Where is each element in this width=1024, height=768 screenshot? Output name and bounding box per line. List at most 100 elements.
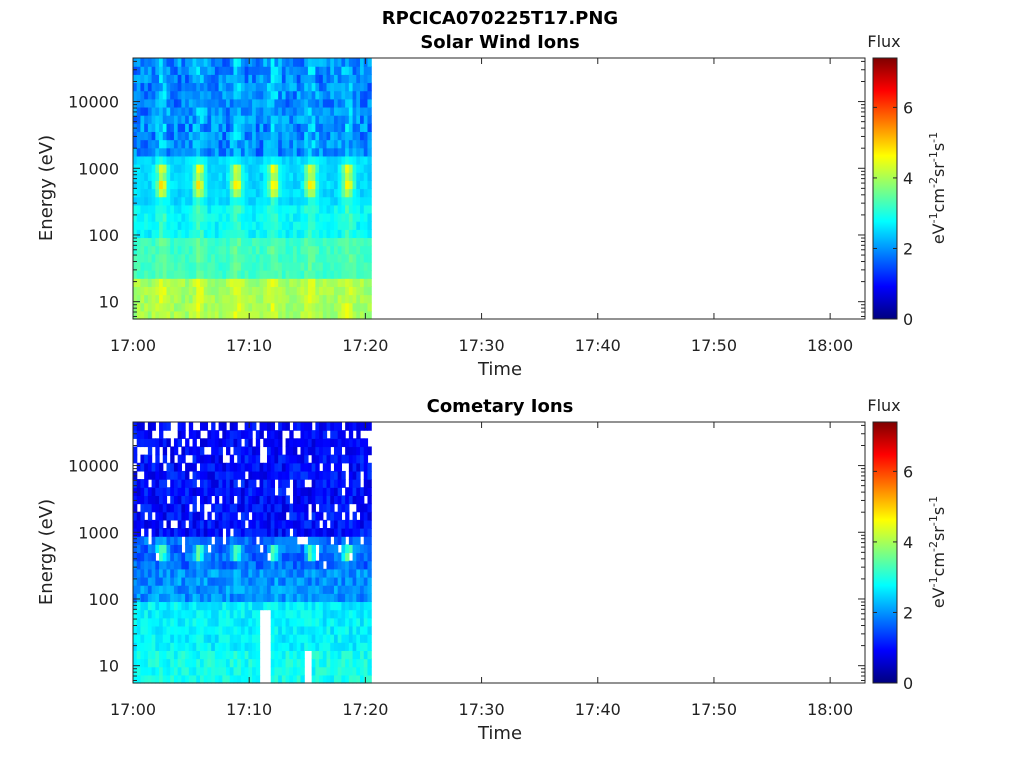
heatmap-cell — [356, 204, 361, 214]
heatmap-cell — [233, 147, 238, 157]
heatmap-cell — [304, 294, 309, 304]
heatmap-cell — [304, 576, 309, 586]
heatmap-cell — [266, 294, 272, 304]
heatmap-cell — [170, 188, 175, 198]
heatmap-cell — [285, 601, 290, 611]
heatmap-cell — [296, 253, 302, 263]
heatmap-cell — [259, 568, 264, 578]
heatmap-cell — [214, 155, 220, 165]
heatmap-cell — [140, 188, 145, 198]
heatmap-cell — [274, 438, 279, 448]
heatmap-cell — [337, 422, 343, 431]
heatmap-cell — [326, 666, 331, 676]
heatmap-cell — [266, 536, 272, 545]
heatmap-cell — [196, 446, 201, 456]
heatmap-cell — [237, 245, 242, 255]
heatmap-cell — [147, 164, 153, 173]
heatmap-cell — [199, 658, 205, 668]
heatmap-cell — [218, 237, 223, 247]
heatmap-cell — [214, 286, 220, 296]
heatmap-cell — [147, 568, 153, 578]
heatmap-cell — [300, 58, 305, 67]
heatmap-cell — [199, 625, 205, 635]
heatmap-cell — [319, 180, 324, 190]
heatmap-cell — [341, 609, 346, 619]
heatmap-cell — [289, 245, 294, 255]
heatmap-cell — [211, 131, 216, 141]
heatmap-cell — [151, 650, 156, 660]
heatmap-cell — [196, 172, 201, 181]
heatmap-cell — [159, 253, 164, 263]
heatmap-cell — [170, 585, 175, 594]
heatmap-cell — [293, 503, 298, 513]
heatmap-cell — [274, 495, 279, 505]
heatmap-cell — [240, 245, 246, 255]
heatmap-cell — [229, 196, 235, 206]
heatmap-cell — [311, 487, 316, 497]
heatmap-cell — [348, 90, 354, 100]
heatmap-cell — [248, 294, 253, 304]
heatmap-cell — [345, 237, 350, 247]
heatmap-cell — [341, 90, 346, 100]
heatmap-cell — [188, 188, 194, 198]
heatmap-cell — [311, 270, 316, 279]
heatmap-cell — [293, 310, 298, 320]
heatmap-cell — [207, 164, 212, 173]
heatmap-cell — [185, 98, 190, 108]
heatmap-cell — [367, 196, 372, 206]
heatmap-cell — [222, 568, 227, 578]
heatmap-cell — [136, 438, 142, 448]
heatmap-cell — [214, 82, 220, 92]
heatmap-cell — [211, 560, 216, 570]
heatmap-cell — [162, 90, 168, 100]
heatmap-cell — [248, 115, 253, 124]
heatmap-cell — [211, 462, 216, 472]
heatmap-cell — [266, 90, 272, 100]
heatmap-cell — [240, 576, 246, 586]
heatmap-cell — [211, 253, 216, 263]
heatmap-cell — [330, 261, 335, 271]
heatmap-cell — [300, 601, 305, 611]
heatmap-cell — [203, 625, 209, 635]
heatmap-cell — [240, 302, 246, 312]
heatmap-cell — [293, 593, 298, 603]
heatmap-cell — [196, 568, 201, 578]
heatmap-cell — [173, 90, 179, 100]
heatmap-cell — [162, 139, 168, 149]
heatmap-cell — [263, 131, 268, 141]
heatmap-cell — [170, 479, 175, 488]
heatmap-cell — [278, 131, 283, 141]
heatmap-cell — [233, 438, 238, 448]
heatmap-cell — [304, 302, 309, 312]
heatmap-cell — [330, 164, 335, 173]
heatmap-cell — [185, 487, 190, 497]
heatmap-cell — [147, 82, 153, 92]
heatmap-cell — [140, 422, 145, 431]
heatmap-cell — [360, 528, 365, 537]
heatmap-cell — [274, 462, 279, 472]
heatmap-cell — [326, 568, 331, 578]
heatmap-cell — [341, 536, 346, 545]
heatmap-cell — [263, 106, 268, 116]
heatmap-cell — [188, 294, 194, 304]
heatmap-cell — [322, 139, 328, 149]
heatmap-cell — [315, 115, 320, 124]
heatmap-cell — [330, 188, 335, 198]
heatmap-cell — [181, 430, 186, 439]
heatmap-cell — [363, 131, 369, 141]
heatmap-cell — [136, 576, 142, 586]
heatmap-cell — [348, 609, 354, 619]
heatmap-cell — [252, 172, 257, 181]
heatmap-cell — [278, 674, 283, 684]
heatmap-cell — [252, 479, 257, 488]
heatmap-cell — [304, 446, 309, 456]
heatmap-cell — [300, 511, 305, 521]
heatmap-cell — [285, 147, 290, 157]
heatmap-cell — [133, 188, 138, 198]
heatmap-cell — [159, 503, 164, 513]
heatmap-cell — [285, 609, 290, 619]
heatmap-cell — [173, 229, 179, 239]
heatmap-cell — [144, 503, 149, 513]
heatmap-cell — [356, 560, 361, 570]
heatmap-cell — [203, 601, 209, 611]
